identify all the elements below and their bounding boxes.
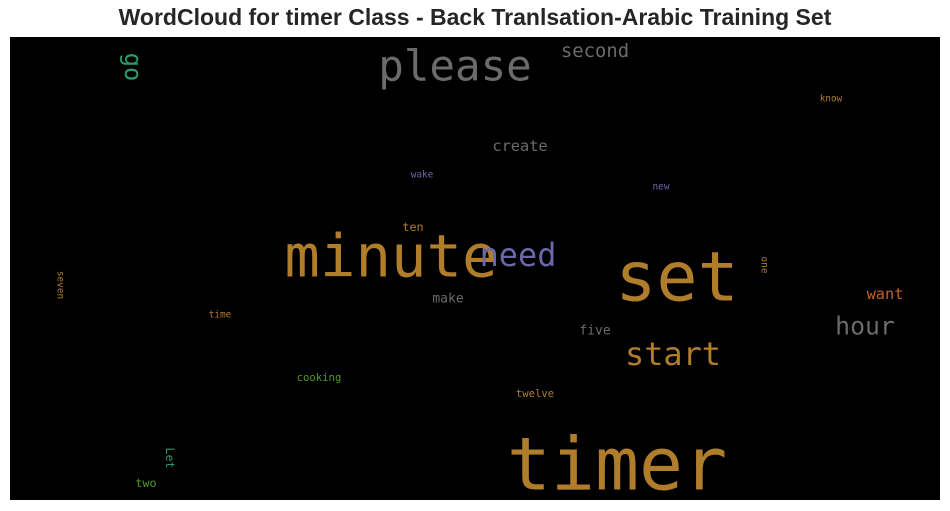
word-second: second: [561, 40, 629, 62]
word-one: one: [759, 257, 770, 274]
word-hour: hour: [835, 312, 895, 341]
word-set: set: [615, 239, 739, 318]
word-two: two: [135, 476, 156, 490]
word-wake: wake: [411, 170, 434, 181]
word-minute: minute: [284, 222, 497, 291]
word-go: go: [119, 53, 147, 81]
word-create: create: [492, 137, 547, 155]
word-twelve: twelve: [516, 388, 554, 400]
word-cooking: cooking: [297, 372, 342, 384]
word-make: make: [432, 292, 463, 307]
word-time: time: [209, 310, 232, 321]
word-timer: timer: [507, 423, 727, 501]
word-know: know: [820, 94, 843, 105]
chart-title: WordCloud for timer Class - Back Tranlsa…: [118, 4, 832, 30]
word-new: new: [653, 182, 670, 193]
word-let: Let: [163, 447, 177, 468]
word-need: need: [480, 236, 557, 274]
word-seven: seven: [55, 271, 66, 299]
wordcloud-svg: timer set minute please start need hour go secon…: [55, 40, 904, 501]
word-please: please: [378, 43, 532, 92]
word-want: want: [867, 285, 904, 303]
word-five: five: [579, 324, 610, 339]
word-start: start: [625, 335, 721, 373]
word-ten: ten: [402, 220, 423, 234]
wordcloud-panel: timer set minute please start need hour go secon…: [10, 37, 940, 500]
